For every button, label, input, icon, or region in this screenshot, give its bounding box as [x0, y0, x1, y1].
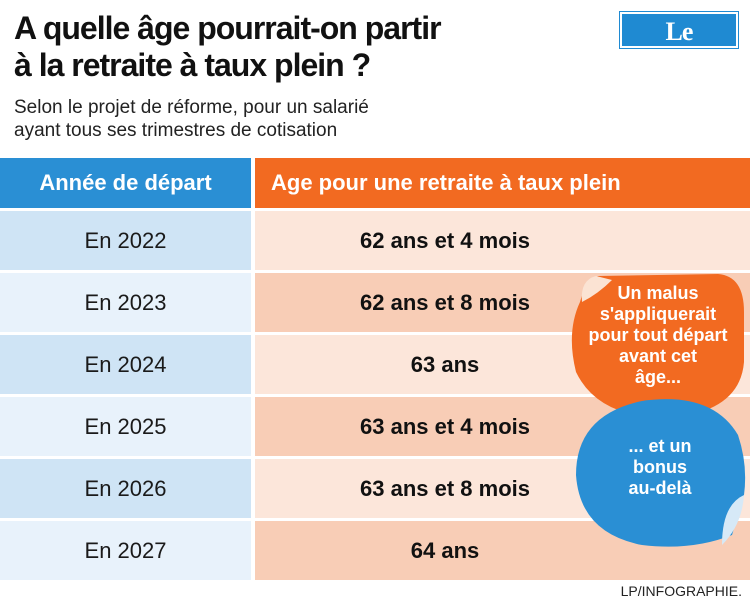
subtitle-line-1: Selon le projet de réforme, pour un sala… — [14, 97, 369, 118]
subtitle: Selon le projet de réforme, pour un sala… — [14, 96, 574, 142]
malus-bubble-shape — [571, 274, 744, 418]
retirement-age-table: Année de départ Age pour une retraite à … — [0, 158, 750, 580]
age-value: 64 ans — [410, 538, 480, 563]
malus-line: pour tout départ — [588, 325, 728, 345]
table-header-row: Année de départ Age pour une retraite à … — [0, 158, 750, 208]
malus-line: s'appliquerait — [599, 304, 717, 324]
title-line-1: A quelle âge pourrait-on partir — [14, 10, 442, 46]
year-cell: En 2027 — [0, 521, 251, 580]
age-value: 63 ans et 8 mois — [360, 476, 530, 501]
age-value: 63 ans et 4 mois — [360, 414, 530, 439]
column-header-year: Année de départ — [0, 158, 251, 208]
malus-bubble-curl — [581, 276, 612, 302]
bonus-bubble-shape — [576, 399, 746, 547]
bonus-line: bonus — [633, 457, 687, 477]
malus-line: avant cet — [618, 346, 698, 366]
age-cell: 62 ans et 4 mois — [255, 211, 750, 270]
bonus-note: ... et un bonus au-delà — [590, 436, 730, 499]
malus-note: Un malus s'appliquerait pour tout départ… — [570, 283, 746, 388]
credit: LP/INFOGRAPHIE. — [620, 583, 742, 599]
year-cell: En 2022 — [0, 211, 251, 270]
bonus-line: au-delà — [628, 478, 692, 498]
bonus-bubble-curl — [722, 495, 744, 545]
le-parisien-logo: Le Parisien — [619, 11, 739, 82]
page-title: A quelle âge pourrait-on partir à la ret… — [14, 10, 574, 84]
subtitle-line-2: ayant tous ses trimestres de cotisation — [14, 120, 338, 141]
age-value: 62 ans et 8 mois — [360, 290, 530, 315]
year-cell: En 2026 — [0, 459, 251, 518]
age-value: 63 ans — [410, 352, 480, 377]
malus-line: Un malus — [617, 283, 699, 303]
bonus-line: ... et un — [628, 436, 692, 456]
age-value: 62 ans et 4 mois — [360, 228, 530, 253]
title-line-2: à la retraite à taux plein ? — [14, 47, 371, 83]
year-cell: En 2024 — [0, 335, 251, 394]
bonus-bubble — [576, 399, 746, 547]
column-header-age: Age pour une retraite à taux plein — [255, 158, 750, 208]
malus-bubble — [571, 274, 744, 418]
malus-line: âge... — [634, 367, 682, 387]
year-cell: En 2025 — [0, 397, 251, 456]
year-cell: En 2023 — [0, 273, 251, 332]
table-row: En 2022 62 ans et 4 mois — [0, 211, 750, 270]
